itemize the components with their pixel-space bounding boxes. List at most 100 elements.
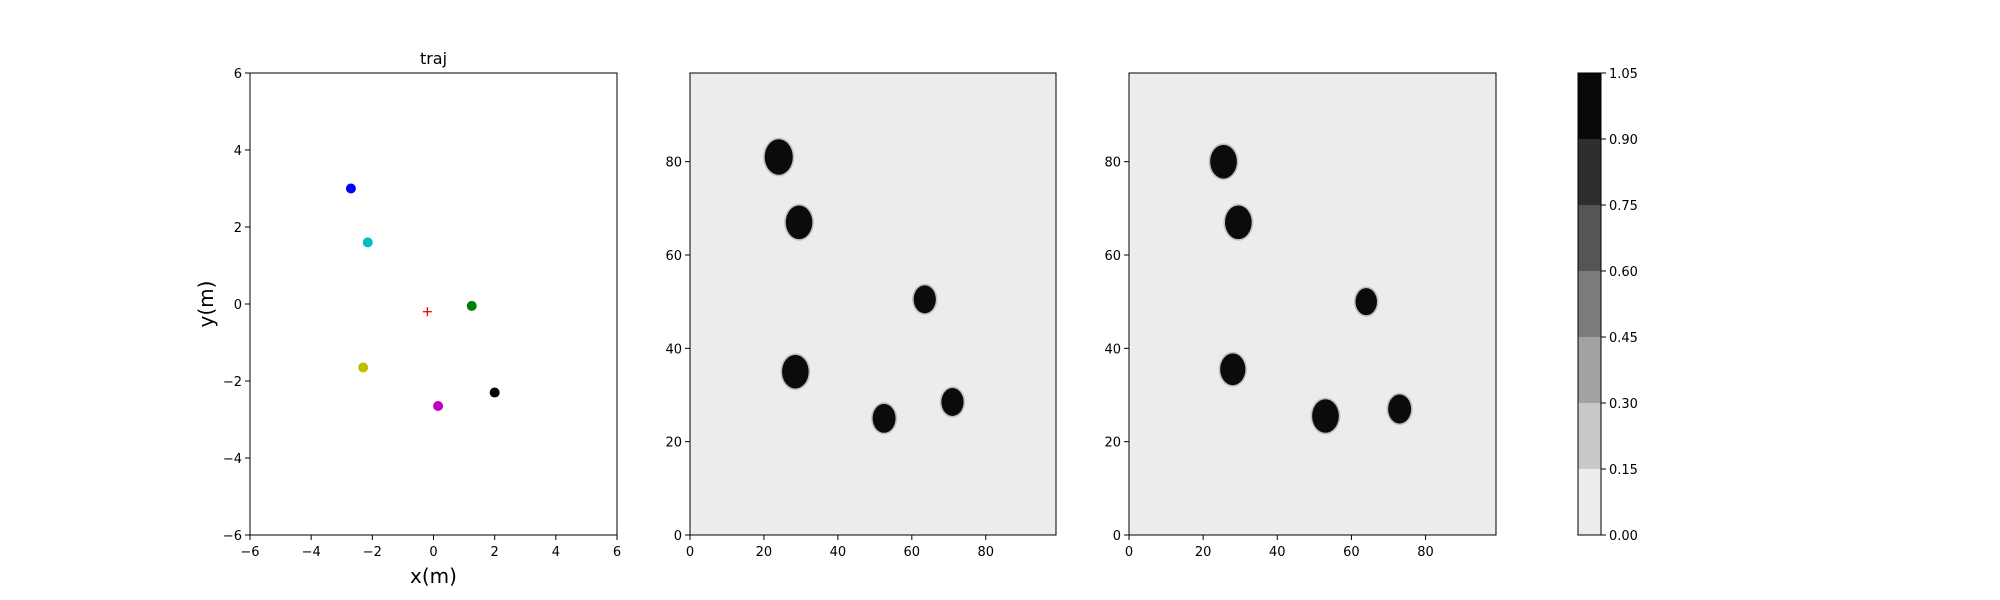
- occupancy-map-1-x-tick-label: 60: [904, 545, 921, 560]
- occupancy-map-2-y-ticks: 0 20 40 60 80: [1104, 156, 1129, 544]
- occupancy-map-1-x-tick-label: 40: [830, 545, 847, 560]
- trajectory-y-tick-label: 0: [234, 298, 242, 313]
- obstacle-blob-core: [785, 205, 813, 240]
- trajectory-x-axis-label: x(m): [410, 564, 457, 588]
- occupancy-map-2-obstacles: [1208, 143, 1413, 435]
- trajectory-x-tick-label: 2: [491, 545, 499, 560]
- trajectory-y-axis-label: y(m): [194, 281, 218, 328]
- trajectory-y-tick-label: 6: [234, 67, 242, 82]
- occupancy-map-1-obstacles: [763, 137, 966, 435]
- obstacle-blob: [1208, 143, 1239, 181]
- trajectory-y-tick-label: 2: [234, 221, 242, 236]
- obstacle-blob-core: [1210, 144, 1237, 179]
- trajectory-x-tick-label: −4: [302, 545, 321, 560]
- occupancy-map-1-x-tick-label: 80: [977, 545, 994, 560]
- colorbar-tick-label: 0.00: [1609, 529, 1638, 544]
- obstacle-blob: [784, 203, 814, 241]
- obstacle-blob-core: [1388, 394, 1412, 424]
- colorbar-tick-label: 0.45: [1609, 331, 1638, 346]
- obstacle-blob: [939, 386, 966, 418]
- occupancy-map-1-x-ticks: 0 20 40 60 80: [686, 535, 994, 560]
- occupancy-map-2-y-tick-label: 60: [1104, 249, 1121, 264]
- agent-point: [358, 362, 369, 373]
- obstacle-blob-core: [1225, 205, 1252, 240]
- trajectory-x-tick-label: −2: [363, 545, 382, 560]
- trajectory-title: traj: [420, 49, 447, 68]
- colorbar-ticks: 0.00 0.15 0.30 0.45 0.60 0.75 0.90 1.05: [1601, 67, 1638, 544]
- occupancy-map-1-frame: [689, 72, 1057, 536]
- obstacle-blob: [763, 137, 795, 177]
- obstacle-blob: [780, 353, 811, 391]
- obstacle-blob: [1310, 397, 1341, 435]
- occupancy-map-2-x-tick-label: 0: [1125, 545, 1133, 560]
- colorbar-band: [1578, 469, 1601, 535]
- trajectory-x-tick-label: 6: [613, 545, 621, 560]
- colorbar-band: [1578, 403, 1601, 469]
- colorbar-frame: [1577, 72, 1602, 536]
- trajectory-y-tick-label: −6: [223, 529, 242, 544]
- occupancy-map-2-y-tick-label: 20: [1104, 436, 1121, 451]
- occupancy-map-2-y-tick-label: 40: [1104, 342, 1121, 357]
- trajectory-x-tick-label: −6: [240, 545, 259, 560]
- occupancy-map-2-y-tick-label: 80: [1104, 156, 1121, 171]
- occupancy-map-2-x-tick-label: 20: [1195, 545, 1212, 560]
- occupancy-map-1-y-tick-label: 0: [674, 529, 682, 544]
- agent-point: [345, 183, 356, 194]
- colorbar-bands: [1578, 73, 1601, 535]
- occupancy-map-1-x-tick-label: 20: [756, 545, 773, 560]
- trajectory-panel: −6 −4 −2 0 2 4 6 −6 −4 −2 0 2 4 6 traj x(m) y(m): [194, 49, 621, 588]
- obstacle-blob-core: [764, 139, 793, 175]
- trajectory-y-ticks: −6 −4 −2 0 2 4 6: [223, 67, 250, 544]
- obstacle-blob-core: [1355, 288, 1378, 316]
- occupancy-map-2-frame: [1128, 72, 1497, 536]
- occupancy-map-1-background: [690, 73, 1056, 535]
- colorbar-tick-label: 1.05: [1609, 67, 1638, 82]
- obstacle-blob: [1353, 286, 1379, 317]
- obstacle-blob-core: [941, 388, 964, 416]
- obstacle-blob-core: [872, 403, 896, 433]
- occupancy-map-1-y-tick-label: 80: [665, 156, 682, 171]
- obstacle-blob-core: [1220, 353, 1246, 386]
- colorbar-tick-label: 0.75: [1609, 199, 1638, 214]
- obstacle-blob: [912, 283, 938, 315]
- colorbar-tick-label: 0.90: [1609, 133, 1638, 148]
- occupancy-map-2-x-ticks: 0 20 40 60 80: [1125, 535, 1434, 560]
- occupancy-map-1-y-tick-label: 60: [665, 249, 682, 264]
- obstacle-blob: [1386, 392, 1413, 426]
- obstacle-blob: [1223, 203, 1254, 241]
- trajectory-y-tick-label: 4: [234, 144, 242, 159]
- agent-point: [362, 237, 373, 248]
- trajectory-x-tick-label: 0: [429, 545, 437, 560]
- occupancy-map-2-x-tick-label: 60: [1343, 545, 1360, 560]
- occupancy-map-1-y-tick-label: 40: [665, 342, 682, 357]
- occupancy-map-panel-2: 0 20 40 60 80 0 20 40 60 80: [1104, 72, 1497, 560]
- trajectory-x-ticks: −6 −4 −2 0 2 4 6: [240, 535, 621, 560]
- agent-point: [489, 387, 500, 398]
- colorbar-band: [1578, 271, 1601, 337]
- colorbar-band: [1578, 73, 1601, 139]
- colorbar-tick-label: 0.30: [1609, 397, 1638, 412]
- trajectory-plot-frame: [249, 72, 618, 536]
- trajectory-points: [345, 183, 500, 412]
- occupancy-map-2-x-tick-label: 40: [1269, 545, 1286, 560]
- trajectory-x-tick-label: 4: [552, 545, 560, 560]
- agent-point: [466, 300, 477, 311]
- occupancy-map-2-x-tick-label: 80: [1417, 545, 1434, 560]
- colorbar-band: [1578, 139, 1601, 205]
- occupancy-map-panel-1: 0 20 40 60 80 0 20 40 60 80: [665, 72, 1057, 560]
- occupancy-map-1-y-tick-label: 20: [665, 436, 682, 451]
- obstacle-blob: [871, 402, 898, 435]
- occupancy-map-1-x-tick-label: 0: [686, 545, 694, 560]
- occupancy-map-2-background: [1129, 73, 1496, 535]
- trajectory-y-tick-label: −4: [223, 452, 242, 467]
- obstacle-blob: [1218, 351, 1248, 387]
- agent-point: [433, 401, 444, 412]
- colorbar-tick-label: 0.15: [1609, 463, 1638, 478]
- colorbar-tick-label: 0.60: [1609, 265, 1638, 280]
- colorbar-band: [1578, 205, 1601, 271]
- occupancy-map-2-y-tick-label: 0: [1113, 529, 1121, 544]
- robot-position-marker: [422, 307, 432, 317]
- trajectory-y-tick-label: −2: [223, 375, 242, 390]
- colorbar: 0.00 0.15 0.30 0.45 0.60 0.75 0.90 1.05: [1577, 67, 1638, 544]
